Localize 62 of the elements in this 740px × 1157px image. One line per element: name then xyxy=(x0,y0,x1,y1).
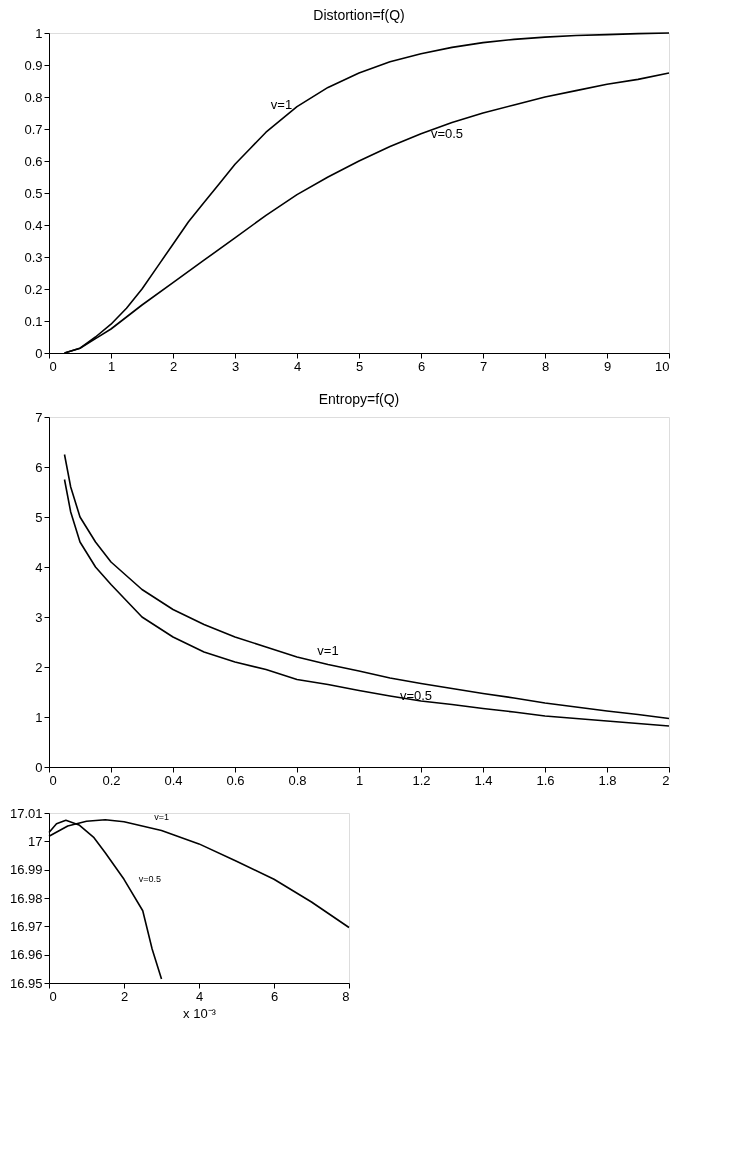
x-tick-label: 9 xyxy=(603,358,612,374)
y-tick-label: 1 xyxy=(35,709,43,725)
x-tick-label: 8 xyxy=(342,988,350,1004)
y-tick-label: 3 xyxy=(35,609,43,625)
y-tick-label: 17.01 xyxy=(9,805,43,821)
x-tick-label: 0 xyxy=(49,358,57,374)
y-tick-label: 16.97 xyxy=(9,918,43,934)
series-label: v=0.5 xyxy=(138,874,162,885)
x-tick-label: 0.8 xyxy=(288,772,307,788)
chart-title: Distortion=f(Q) xyxy=(313,7,405,23)
x-tick-label: 0 xyxy=(49,988,57,1004)
y-tick-label: 16.95 xyxy=(9,975,43,991)
x-tick-label: 2 xyxy=(169,358,178,374)
x-tick-label: 1.2 xyxy=(412,772,431,788)
y-tick-label: 17 xyxy=(28,833,43,849)
y-tick-label: 6 xyxy=(35,459,43,475)
x-tick-label: 8 xyxy=(541,358,550,374)
series-label: v=1 xyxy=(317,642,339,658)
y-tick-label: 16.99 xyxy=(9,862,43,878)
y-tick-label: 16.98 xyxy=(9,890,43,906)
x-tick-label: 2 xyxy=(662,772,670,788)
y-tick-label: 0 xyxy=(35,759,43,775)
x-tick-label: 1 xyxy=(355,772,364,788)
x-tick-label: 1.6 xyxy=(536,772,555,788)
x-tick-label: 0.6 xyxy=(226,772,245,788)
y-tick-label: 4 xyxy=(35,559,43,575)
x-axis-title: x 10⁻³ xyxy=(183,1005,217,1021)
x-tick-label: 4 xyxy=(195,988,204,1004)
x-tick-label: 2 xyxy=(120,988,129,1004)
x-tick-label: 3 xyxy=(231,358,240,374)
y-tick-label: 0.7 xyxy=(24,121,43,137)
x-tick-label: 6 xyxy=(417,358,426,374)
y-tick-label: 0 xyxy=(35,345,43,361)
chart-title: Entropy=f(Q) xyxy=(318,391,400,407)
series-label: v=0.5 xyxy=(399,688,433,703)
y-tick-label: 16.96 xyxy=(9,947,43,963)
x-tick-label: 4 xyxy=(293,358,302,374)
series-label: v=1 xyxy=(154,811,169,822)
x-tick-label: 1 xyxy=(107,358,116,374)
x-tick-label: 0.4 xyxy=(164,772,183,788)
series-label: v=0.5 xyxy=(430,125,464,141)
y-tick-label: 0.6 xyxy=(24,153,43,169)
y-tick-label: 7 xyxy=(35,409,43,425)
series-label: v=1 xyxy=(270,97,293,113)
x-tick-label: 1.4 xyxy=(474,772,493,788)
x-tick-label: 7 xyxy=(479,358,488,374)
x-tick-label: 0 xyxy=(49,772,57,788)
y-tick-label: 0.3 xyxy=(24,249,43,265)
y-tick-label: 0.8 xyxy=(24,89,43,105)
x-tick-label: 0.2 xyxy=(102,772,121,788)
y-tick-label: 2 xyxy=(35,659,43,675)
x-tick-label: 1.8 xyxy=(598,772,617,788)
x-tick-label: 10 xyxy=(655,358,670,374)
y-tick-label: 0.5 xyxy=(24,185,43,201)
x-tick-label: 5 xyxy=(355,358,364,374)
y-tick-label: 1 xyxy=(35,25,43,41)
y-tick-label: 0.1 xyxy=(24,313,43,329)
y-tick-label: 5 xyxy=(35,509,43,525)
y-tick-label: 0.2 xyxy=(24,281,43,297)
y-tick-label: 0.9 xyxy=(24,57,43,73)
x-tick-label: 6 xyxy=(270,988,279,1004)
y-tick-label: 0.4 xyxy=(24,217,43,233)
